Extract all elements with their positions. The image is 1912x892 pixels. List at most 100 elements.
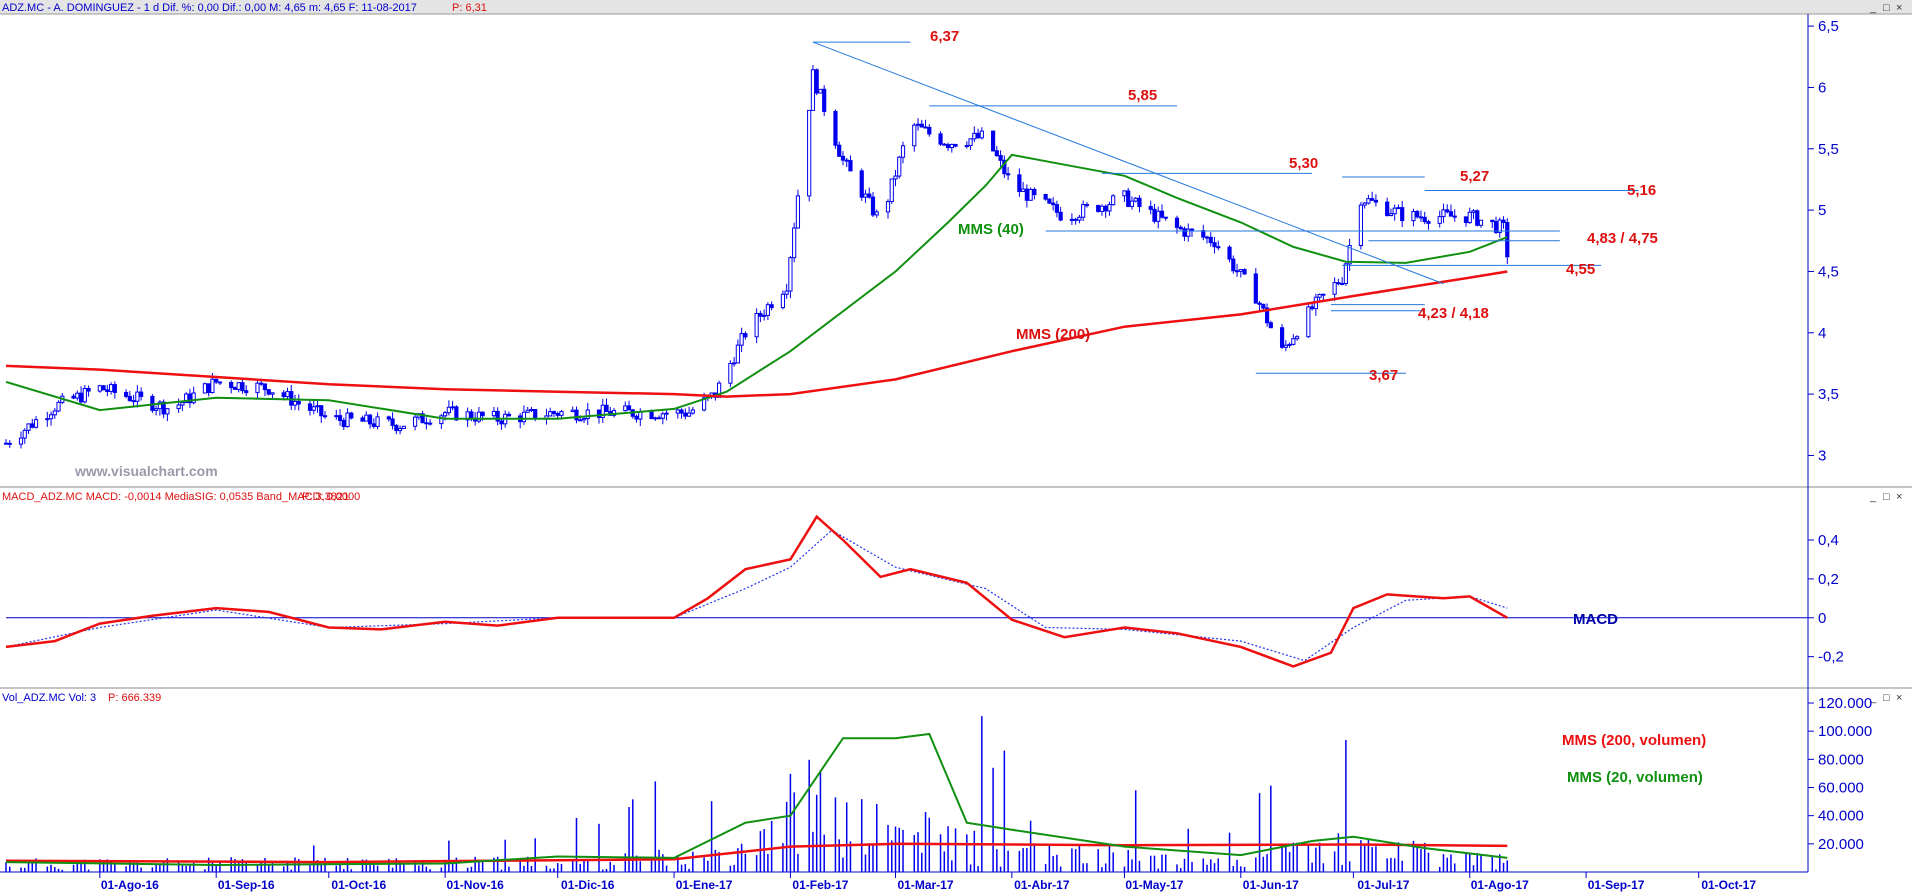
candle-body xyxy=(1163,216,1168,219)
price-annotation: 3,67 xyxy=(1369,367,1398,384)
candle-body xyxy=(915,123,921,126)
candle-body xyxy=(1415,211,1420,218)
maximize-icon[interactable]: □ xyxy=(1883,2,1890,14)
candle-body xyxy=(428,422,433,425)
candle-body xyxy=(735,344,740,364)
candle-body xyxy=(52,410,57,416)
candle-body xyxy=(626,405,632,411)
vol-mms200-line xyxy=(5,842,1508,864)
candle-body xyxy=(1441,209,1446,218)
candle-body xyxy=(675,409,680,414)
macd-y-tick-label: 0 xyxy=(1818,610,1826,627)
x-tick-label: 01-Feb-17 xyxy=(792,878,848,892)
candle-body xyxy=(548,411,553,417)
macd-close-icon[interactable]: × xyxy=(1896,491,1902,503)
candle-body xyxy=(814,69,819,94)
candle-body xyxy=(375,416,380,427)
macd-minimize-icon[interactable]: _ xyxy=(1869,491,1877,503)
candle-body xyxy=(990,130,996,152)
candle-body xyxy=(1294,336,1300,340)
candle-body xyxy=(1032,188,1037,196)
candle-body xyxy=(1392,207,1397,215)
candle-body xyxy=(578,419,583,422)
x-tick-label: 01-May-17 xyxy=(1125,878,1183,892)
candle-body xyxy=(322,415,328,418)
macd-header: MACD_ADZ.MC MACD: -0,0014 MediaSIG: 0,05… xyxy=(2,491,360,503)
candle-body xyxy=(33,419,39,428)
candle-body xyxy=(1490,219,1495,223)
price-annotation: 4,23 / 4,18 xyxy=(1418,305,1489,322)
close-icon[interactable]: × xyxy=(1896,2,1902,14)
candle-body xyxy=(45,418,50,421)
candle-body xyxy=(870,196,876,216)
candle-body xyxy=(945,144,951,149)
macd-maximize-icon[interactable]: □ xyxy=(1883,491,1890,503)
macd-y-tick-label: -0,2 xyxy=(1818,649,1844,666)
candle-body xyxy=(1024,188,1029,201)
candle-body xyxy=(1238,269,1243,272)
volume-minimize-icon[interactable]: _ xyxy=(1869,692,1877,704)
candle-body xyxy=(604,404,609,413)
volume-maximize-icon[interactable]: □ xyxy=(1883,692,1890,704)
candle-body xyxy=(822,88,827,112)
candle-body xyxy=(311,406,316,411)
mms40-line xyxy=(5,153,1508,420)
candle-body xyxy=(187,393,193,404)
price-annotation: 5,30 xyxy=(1289,155,1318,172)
candle-body xyxy=(1028,188,1033,201)
candle-body xyxy=(1471,210,1476,213)
candle-body xyxy=(1505,222,1510,258)
candle-body xyxy=(270,392,275,395)
price-panel: 6,37 5,85 5,30 5,27 5,16 4,83 / 4,75 4,55 4,23 … xyxy=(3,28,1658,449)
candle-body xyxy=(1133,197,1138,202)
candle-body xyxy=(401,425,406,429)
candle-body xyxy=(1148,205,1153,210)
candle-body xyxy=(476,411,482,422)
candle-body xyxy=(18,437,24,445)
candle-body xyxy=(184,393,189,404)
candle-body xyxy=(1388,213,1394,217)
candle-body xyxy=(108,384,114,392)
minimize-icon[interactable]: _ xyxy=(1869,2,1877,14)
candle-body xyxy=(315,405,320,408)
candle-body xyxy=(1448,211,1454,217)
x-tick-label: 01-Nov-16 xyxy=(446,878,504,892)
candle-body xyxy=(938,133,943,145)
candle-body xyxy=(1227,246,1232,260)
volume-header-price: P: 666.339 xyxy=(108,692,161,704)
candle-body xyxy=(22,429,27,439)
candle-body xyxy=(893,175,898,180)
candle-body xyxy=(1306,306,1311,338)
candle-body xyxy=(942,143,947,146)
candle-body xyxy=(86,387,91,392)
candle-body xyxy=(788,257,793,292)
candle-body xyxy=(1418,216,1424,219)
candle-body xyxy=(555,412,560,416)
candle-body xyxy=(397,427,403,432)
candle-body xyxy=(964,145,969,148)
candle-body xyxy=(229,381,234,389)
candle-body xyxy=(1017,174,1022,193)
candle-body xyxy=(386,416,391,420)
candle-body xyxy=(285,391,290,398)
candle-body xyxy=(446,406,451,414)
candle-body xyxy=(1156,210,1161,222)
price-y-tick-label: 3,5 xyxy=(1818,386,1839,403)
candle-body xyxy=(1126,190,1131,207)
candle-body xyxy=(1186,228,1191,237)
candle-body xyxy=(1358,204,1364,247)
candle-body xyxy=(1051,202,1056,206)
price-annotation: 4,55 xyxy=(1566,261,1595,278)
candle-body xyxy=(127,395,132,402)
candle-body xyxy=(1396,207,1401,210)
candle-body xyxy=(1111,195,1116,206)
candle-body xyxy=(1234,270,1240,273)
candle-body xyxy=(1212,242,1217,248)
candle-body xyxy=(443,412,448,417)
price-y-tick-label: 4 xyxy=(1818,325,1826,342)
candle-body xyxy=(551,411,557,414)
candle-body xyxy=(1340,282,1345,285)
candle-body xyxy=(949,143,954,149)
volume-close-icon[interactable]: × xyxy=(1896,692,1902,704)
price-title-bar xyxy=(0,0,1912,14)
